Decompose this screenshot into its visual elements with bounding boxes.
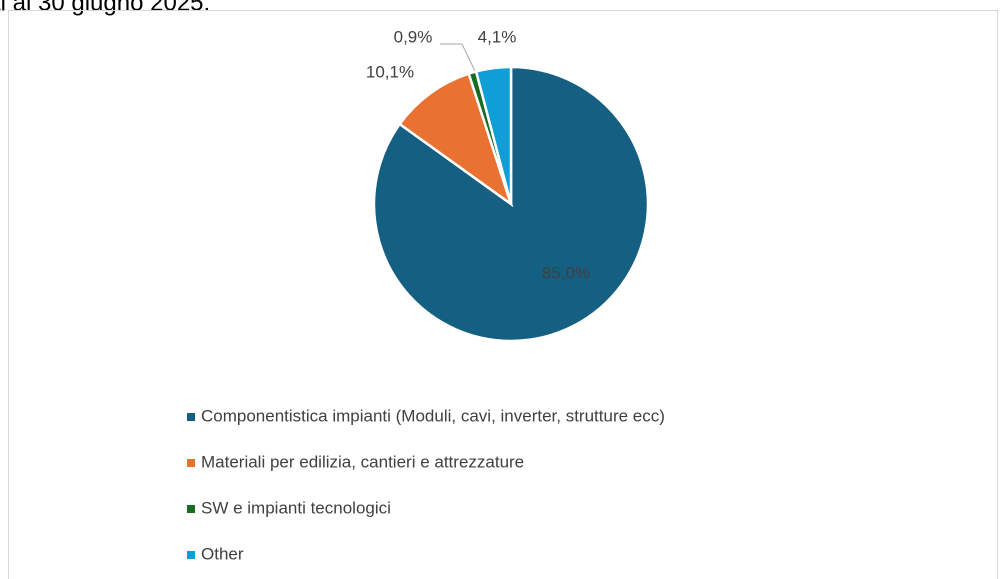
pie-slice — [474, 65, 513, 205]
chart-title: ti al 30 giugno 2025. — [0, 0, 210, 16]
legend-label: Other — [201, 544, 244, 563]
legend-swatch — [187, 505, 195, 513]
data-label: 0,9% — [394, 27, 433, 46]
data-label: 4,1% — [478, 27, 517, 46]
legend-label: SW e impianti tecnologici — [201, 498, 391, 517]
legend-swatch — [187, 459, 195, 467]
leader-line — [440, 43, 476, 72]
legend-label: Materiali per edilizia, cantieri e attre… — [201, 452, 524, 471]
legend-label: Componentistica impianti (Moduli, cavi, … — [201, 406, 665, 425]
legend-swatch — [187, 413, 195, 421]
data-label: 10,1% — [366, 62, 414, 81]
data-label: 85,0% — [542, 263, 590, 282]
legend-swatch — [187, 551, 195, 559]
pie-slice — [397, 72, 514, 208]
chart-border — [8, 10, 998, 579]
